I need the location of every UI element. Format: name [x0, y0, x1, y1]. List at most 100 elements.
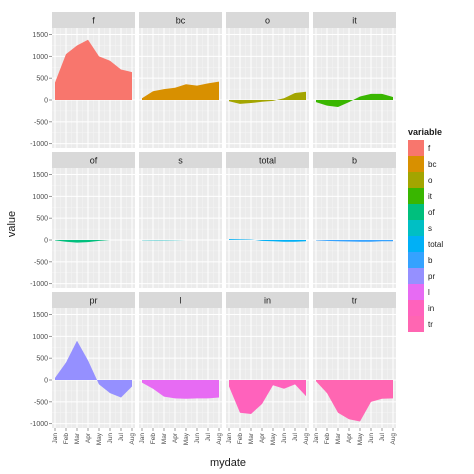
facet-strip: [313, 12, 396, 28]
facet-panel-of: of -1000 -500 0 500 1000 1500: [30, 152, 135, 288]
x-axis-title: mydate: [210, 457, 246, 469]
facet-strip: [226, 152, 309, 168]
legend-item-tr: tr: [408, 316, 433, 332]
facet-strip-label: o: [265, 16, 270, 26]
legend-label: tr: [428, 320, 433, 329]
facet-strip-label: total: [259, 156, 276, 166]
y-tick-label: 1000: [32, 334, 48, 341]
legend-key: [408, 236, 424, 252]
legend-item-bc: bc: [408, 156, 436, 172]
legend-item-l: l: [408, 284, 430, 300]
area-b: [316, 240, 393, 242]
legend-item-s: s: [408, 220, 432, 236]
facet-strip: [139, 292, 222, 308]
y-axis-title: value: [6, 211, 18, 237]
legend-label: s: [428, 224, 432, 233]
legend-key: [408, 284, 424, 300]
facet-strip: [313, 152, 396, 168]
legend-key: [408, 220, 424, 236]
facet-strip-label: pr: [89, 296, 97, 306]
x-tick-label: Jan: [313, 433, 320, 444]
facet-panel-pr: pr -1000 -500 0 500 1000 1500 Jan Feb Mar Apr May Ju…: [30, 292, 136, 445]
facet-panel-it: it: [313, 12, 396, 148]
x-tick-label: Aug: [390, 433, 397, 445]
legend-key: [408, 156, 424, 172]
y-tick-label: 1500: [32, 312, 48, 319]
facet-grid: f -1000 -500 0 500 1000 1500 bc o it of -1000 -500 0 5…: [30, 12, 397, 445]
x-tick-label: Feb: [324, 433, 331, 445]
facet-strip-label: f: [92, 16, 95, 26]
y-tick-label: -500: [34, 259, 48, 266]
legend-item-pr: pr: [408, 268, 435, 284]
legend-item-b: b: [408, 252, 433, 268]
legend-key: [408, 188, 424, 204]
x-tick-label: Mar: [74, 432, 81, 444]
area-l: [142, 380, 219, 399]
facet-strip-label: bc: [176, 16, 186, 26]
facet-strip-label: s: [178, 156, 183, 166]
area-pr: [55, 340, 132, 398]
legend-key: [408, 252, 424, 268]
legend-item-total: total: [408, 236, 443, 252]
legend-label: total: [428, 240, 443, 249]
facet-strip: [52, 152, 135, 168]
facet-panel-l: l Jan Feb Mar Apr May Jun Jul Aug: [139, 292, 223, 445]
area-of: [55, 240, 110, 243]
legend-key: [408, 140, 424, 156]
facet-panel-tr: tr Jan Feb Mar Apr May Jun Jul Aug: [313, 292, 397, 445]
y-tick-label: -1000: [30, 141, 48, 148]
area-it: [316, 93, 393, 107]
legend-label: it: [428, 192, 433, 201]
legend-item-f: f: [408, 140, 431, 156]
legend-label: b: [428, 256, 433, 265]
legend-label: of: [428, 208, 435, 217]
facet-panel-b: b: [313, 152, 396, 288]
x-tick-label: Aug: [303, 433, 310, 445]
legend-label: o: [428, 176, 433, 185]
area-total: [229, 239, 306, 242]
x-tick-label: Mar: [161, 432, 168, 444]
legend-item-of: of: [408, 204, 435, 220]
area-f: [55, 39, 132, 100]
x-tick-label: Jul: [379, 432, 386, 441]
y-tick-label: -500: [34, 119, 48, 126]
facet-strip-label: in: [264, 296, 271, 306]
y-tick-label: 1500: [32, 172, 48, 179]
x-tick-label: Jun: [281, 433, 288, 444]
facet-strip: [226, 12, 309, 28]
area-in: [229, 380, 306, 415]
facet-panel-f: f -1000 -500 0 500 1000 1500: [30, 12, 135, 148]
y-tick-label: 500: [36, 76, 48, 83]
legend-key: [408, 300, 424, 316]
x-tick-label: Apr: [172, 432, 179, 443]
area-o: [229, 91, 306, 104]
legend: variable f bc o it of s total b pr l in tr: [408, 127, 443, 332]
x-tick-label: Feb: [150, 433, 157, 445]
facet-strip: [52, 12, 135, 28]
legend-item-o: o: [408, 172, 433, 188]
facet-strip: [139, 152, 222, 168]
x-tick-label: Jan: [139, 433, 146, 444]
x-tick-label: Feb: [237, 433, 244, 445]
facet-panel-o: o: [226, 12, 309, 148]
y-tick-label: 500: [36, 216, 48, 223]
facet-panel-in: in Jan Feb Mar Apr May Jun Jul Aug: [226, 292, 310, 445]
x-tick-label: Jul: [118, 432, 125, 441]
legend-key: [408, 204, 424, 220]
legend-label: pr: [428, 272, 435, 281]
y-tick-label: 0: [44, 98, 48, 105]
x-tick-label: May: [270, 432, 277, 445]
y-tick-label: -1000: [30, 281, 48, 288]
facet-strip: [313, 292, 396, 308]
legend-label: bc: [428, 160, 436, 169]
facet-strip-label: it: [352, 16, 357, 26]
x-tick-label: Feb: [63, 433, 70, 445]
x-tick-label: Apr: [259, 432, 266, 443]
y-tick-label: 500: [36, 356, 48, 363]
area-tr: [316, 380, 393, 422]
facet-strip-label: tr: [352, 296, 358, 306]
y-tick-label: 1000: [32, 54, 48, 61]
x-tick-label: May: [183, 432, 190, 445]
facet-strip: [52, 292, 135, 308]
